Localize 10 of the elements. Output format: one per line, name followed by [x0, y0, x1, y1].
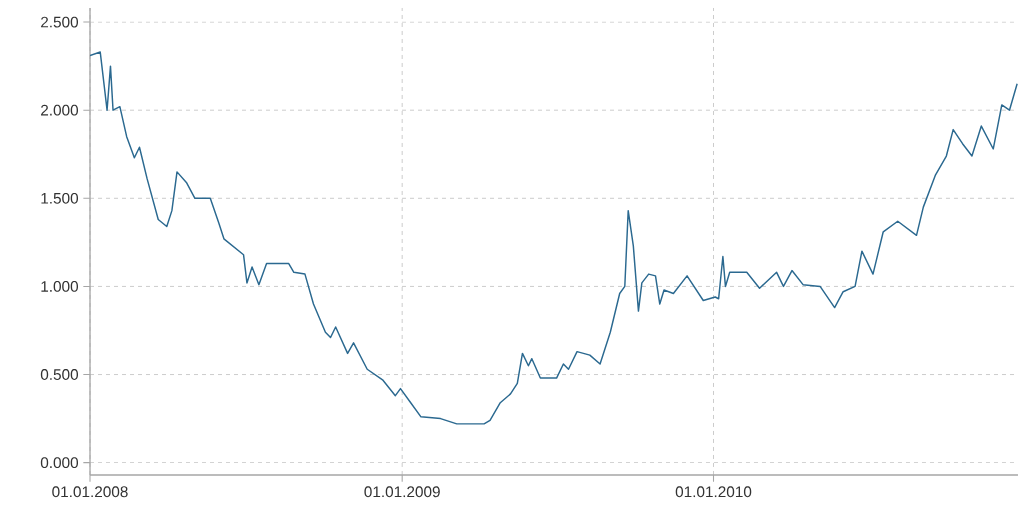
y-tick-label: 2.000	[41, 104, 79, 116]
y-tick-label: 1.000	[41, 281, 79, 292]
x-tick-label: 01.01.2009	[364, 486, 440, 498]
y-tick-label: 0.500	[40, 369, 79, 380]
x-tick-label: 01.01.2008	[52, 486, 128, 498]
x-tick-label: 01.01.2010	[675, 486, 752, 498]
y-tick-label: 1.500	[41, 192, 79, 204]
y-tick-label: 0.000	[40, 457, 79, 469]
y-tick-label: 2.500	[41, 16, 79, 28]
line-series	[90, 51, 1018, 425]
